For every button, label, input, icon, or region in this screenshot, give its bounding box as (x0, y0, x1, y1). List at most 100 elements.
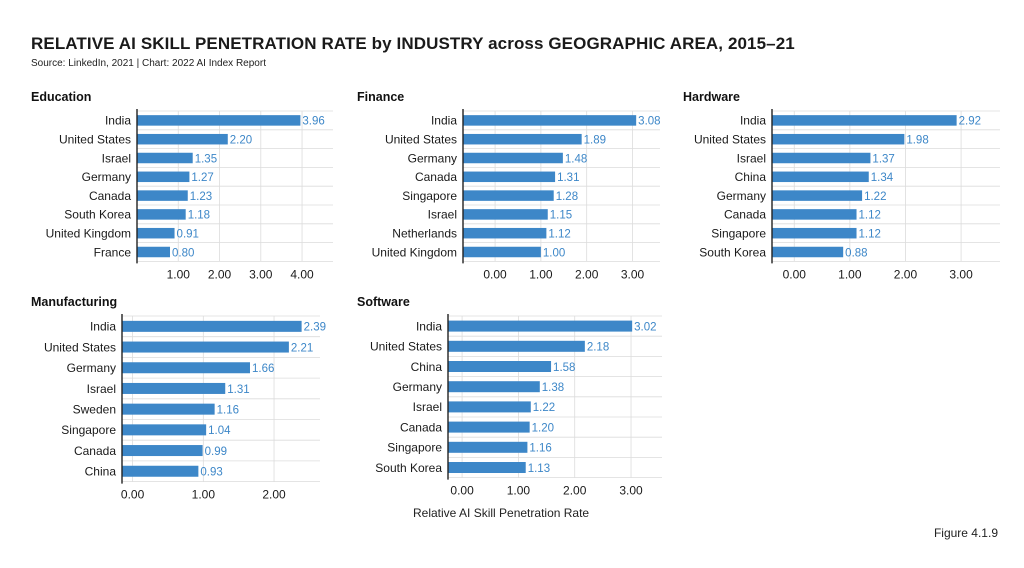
bar (772, 246, 844, 258)
category-label: India (431, 114, 457, 128)
bar (137, 133, 228, 145)
panel-title: Finance (357, 90, 404, 104)
x-axis-title: Relative AI Skill Penetration Rate (413, 506, 590, 520)
value-label: 1.58 (553, 362, 575, 374)
panel-title: Manufacturing (31, 295, 117, 309)
x-tick-label: 1.00 (507, 484, 531, 498)
bar (448, 401, 531, 413)
bar (448, 462, 526, 473)
category-label: Canada (89, 189, 131, 203)
bar (122, 424, 207, 436)
bar (137, 115, 301, 126)
panel-title: Hardware (683, 90, 740, 104)
bar (448, 421, 530, 433)
x-tick-label: 0.00 (121, 488, 145, 502)
value-label: 1.20 (532, 422, 554, 434)
value-label: 1.12 (548, 229, 570, 241)
bar (463, 227, 547, 239)
value-label: 0.80 (172, 247, 194, 259)
chart-source: Source: LinkedIn, 2021 | Chart: 2022 AI … (31, 58, 266, 69)
x-tick-label: 1.00 (529, 267, 553, 281)
figure-label: Figure 4.1.9 (933, 526, 998, 540)
bar (122, 382, 226, 394)
bar (137, 152, 193, 164)
panel-software: Software India 3.02 United States 2.18 China 1… (357, 295, 662, 498)
x-tick-label: 2.00 (894, 267, 918, 281)
value-label: 1.15 (550, 210, 572, 222)
value-label: 2.18 (587, 342, 609, 354)
bar (122, 341, 289, 353)
value-label: 0.91 (177, 229, 199, 241)
x-tick-label: 0.00 (450, 484, 474, 498)
category-label: Singapore (402, 189, 457, 203)
value-label: 0.93 (200, 467, 222, 479)
x-tick-label: 2.00 (563, 484, 587, 498)
bar (137, 209, 186, 220)
bar (122, 362, 250, 374)
x-tick-label: 2.00 (208, 267, 232, 281)
value-label: 1.04 (208, 425, 231, 437)
chart-title: RELATIVE AI SKILL PENETRATION RATE by IN… (31, 34, 795, 53)
x-tick-label: 1.00 (167, 267, 191, 281)
value-label: 3.08 (638, 116, 660, 128)
x-tick-label: 4.00 (290, 267, 314, 281)
bar (122, 465, 199, 477)
x-tick-label: 0.00 (783, 267, 807, 281)
value-label: 1.66 (252, 363, 274, 375)
bar (122, 403, 215, 415)
value-label: 1.28 (556, 191, 578, 203)
value-label: 1.89 (584, 135, 606, 147)
bar (448, 340, 585, 352)
category-label: France (94, 245, 132, 259)
bar (137, 246, 171, 258)
panel-finance: Finance India 3.08 United States 1.89 Germany… (357, 90, 661, 281)
panel-manufacturing: Manufacturing India 2.39 United States 2.21 G… (31, 295, 326, 502)
category-label: India (416, 319, 442, 333)
x-tick-label: 3.00 (621, 267, 645, 281)
category-label: Israel (87, 382, 116, 396)
category-label: Sweden (73, 402, 116, 416)
x-tick-label: 1.00 (838, 267, 862, 281)
category-label: China (735, 170, 767, 184)
bar (122, 445, 203, 457)
bar (463, 246, 541, 258)
value-label: 1.48 (565, 153, 587, 165)
value-label: 2.20 (230, 135, 252, 147)
bar (122, 320, 302, 332)
bar (772, 115, 957, 126)
category-label: United States (44, 340, 116, 354)
category-label: United States (59, 133, 131, 147)
value-label: 1.35 (195, 153, 217, 165)
category-label: Israel (428, 208, 457, 222)
bar (448, 361, 552, 372)
bar (772, 152, 871, 164)
category-label: Singapore (711, 227, 766, 241)
category-label: Israel (737, 151, 766, 165)
category-label: Singapore (387, 441, 442, 455)
x-tick-label: 2.00 (262, 488, 286, 502)
category-label: United Kingdom (46, 227, 131, 241)
value-label: 1.13 (528, 463, 550, 475)
bar (772, 133, 905, 145)
category-label: India (90, 320, 116, 334)
category-label: Netherlands (392, 227, 457, 241)
value-label: 1.34 (871, 172, 894, 184)
category-label: China (411, 360, 443, 374)
panel-title: Education (31, 90, 91, 104)
bar (463, 133, 582, 145)
value-label: 0.99 (205, 446, 227, 458)
bar (137, 190, 188, 201)
category-label: United States (694, 133, 766, 147)
value-label: 1.22 (533, 402, 555, 414)
value-label: 0.88 (845, 247, 867, 259)
bar (463, 152, 563, 164)
category-label: United States (385, 133, 457, 147)
value-label: 1.31 (227, 384, 249, 396)
category-label: India (105, 114, 131, 128)
x-tick-label: 3.00 (949, 267, 973, 281)
bar (137, 171, 190, 183)
category-label: Canada (724, 208, 766, 222)
x-tick-label: 2.00 (575, 267, 599, 281)
value-label: 1.00 (543, 247, 565, 259)
